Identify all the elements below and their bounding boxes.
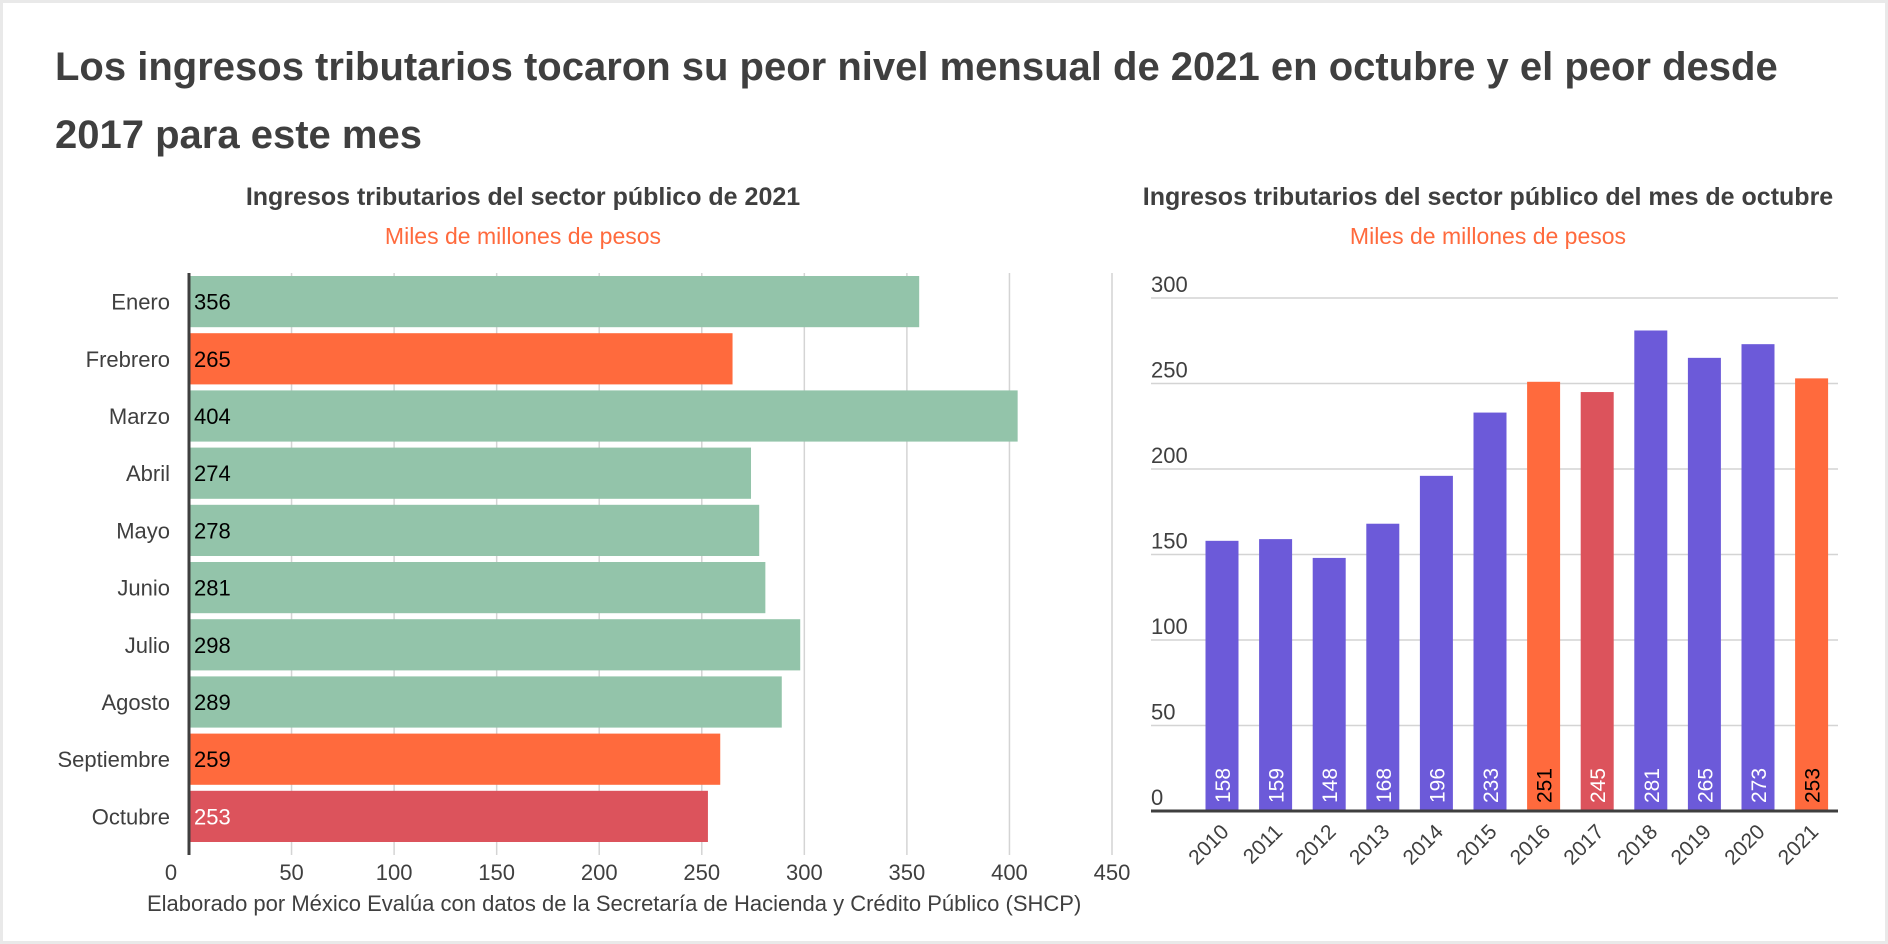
category-label: Julio	[125, 633, 170, 658]
category-label: Abril	[126, 461, 170, 486]
category-label: Octubre	[92, 804, 170, 829]
x-tick-label: 400	[991, 860, 1028, 885]
bar-value-label: 168	[1373, 768, 1396, 803]
x-tick-label: 250	[683, 860, 720, 885]
bar	[1580, 392, 1614, 811]
left-chart-subtitle: Miles de millones de pesos	[384, 223, 662, 249]
y-tick-label: 200	[1151, 443, 1188, 468]
y-tick-label: 100	[1151, 614, 1188, 639]
bar-value-label: 273	[1748, 768, 1771, 803]
bar-value-label: 159	[1266, 768, 1289, 803]
bar	[1419, 475, 1453, 811]
bar-value-label: 265	[194, 347, 231, 372]
bar	[1527, 381, 1561, 811]
bar-value-label: 259	[194, 747, 231, 772]
bar-value-label: 289	[194, 690, 231, 715]
x-tick-label: 2013	[1345, 820, 1394, 869]
x-tick-label: 2012	[1291, 820, 1340, 869]
bar-value-label: 281	[1641, 768, 1664, 803]
bar	[1634, 330, 1668, 811]
bar	[1205, 540, 1239, 811]
october-revenue-bar-chart: 0 50 100 150 200 250 300 158 2010 159 2011 148 2012 1…	[1151, 272, 1838, 870]
bar	[189, 790, 708, 842]
x-tick-label: 150	[478, 860, 515, 885]
category-label: Mayo	[116, 518, 170, 543]
bar-value-label: 404	[194, 404, 231, 429]
bar	[1687, 357, 1721, 811]
y-tick-label: 300	[1151, 272, 1188, 297]
bar	[189, 562, 766, 614]
category-label: Frebrero	[86, 347, 170, 372]
category-label: Junio	[117, 576, 170, 601]
x-tick-label: 2017	[1559, 820, 1608, 869]
bar	[189, 733, 721, 785]
bar	[189, 390, 1018, 442]
x-tick-label: 2020	[1720, 820, 1769, 869]
bar	[1366, 523, 1400, 811]
x-tick-label: 200	[581, 860, 618, 885]
category-label: Agosto	[102, 690, 171, 715]
x-tick-label: 2016	[1506, 820, 1555, 869]
bar	[189, 676, 782, 728]
bar	[1795, 378, 1829, 811]
y-tick-label: 0	[1151, 785, 1163, 810]
bar	[1741, 344, 1775, 811]
bar-value-label: 251	[1534, 768, 1557, 803]
x-tick-label: 2014	[1399, 820, 1449, 870]
x-tick-label: 2010	[1184, 820, 1233, 869]
x-tick-label: 50	[279, 860, 303, 885]
bar-value-label: 281	[194, 576, 231, 601]
y-tick-label: 150	[1151, 529, 1188, 554]
bar	[1259, 539, 1293, 811]
bar-value-label: 253	[1802, 768, 1825, 803]
bar-value-label: 253	[194, 804, 231, 829]
bar-value-label: 265	[1694, 768, 1717, 803]
x-tick-label: 2018	[1613, 820, 1662, 869]
y-tick-label: 250	[1151, 358, 1188, 383]
x-tick-label: 2019	[1667, 820, 1716, 869]
monthly-revenue-bar-chart: 0 50 100 150 200 250 300 350 400 450 356 Enero 265 Fr…	[57, 273, 1131, 885]
bar	[189, 504, 760, 556]
x-tick-label: 2021	[1774, 820, 1823, 869]
bar-value-label: 158	[1212, 768, 1235, 803]
bar	[1473, 412, 1507, 811]
x-tick-label: 300	[786, 860, 823, 885]
bar	[189, 276, 920, 328]
category-label: Septiembre	[57, 747, 170, 772]
bar	[1312, 557, 1346, 811]
right-chart-title: Ingresos tributarios del sector público …	[1142, 183, 1834, 211]
x-tick-label: 350	[889, 860, 926, 885]
bar-value-label: 148	[1319, 768, 1342, 803]
bar-value-label: 196	[1426, 768, 1449, 803]
bar-value-label: 245	[1587, 768, 1610, 803]
category-label: Enero	[111, 290, 170, 315]
bar-value-label: 274	[194, 461, 231, 486]
main-title: Los ingresos tributarios tocaron su peor…	[55, 45, 1778, 157]
x-tick-label: 100	[376, 860, 413, 885]
source-footnote: Elaborado por México Evalúa con datos de…	[147, 891, 1082, 916]
x-tick-label: 0	[165, 860, 177, 885]
bar	[189, 447, 752, 499]
bar-value-label: 233	[1480, 768, 1503, 803]
bar	[189, 333, 733, 385]
x-tick-label: 450	[1094, 860, 1131, 885]
left-chart-title: Ingresos tributarios del sector público …	[245, 183, 801, 211]
bar-value-label: 298	[194, 633, 231, 658]
bar	[189, 619, 801, 671]
x-tick-label: 2011	[1239, 820, 1287, 868]
category-label: Marzo	[109, 404, 170, 429]
x-tick-label: 2015	[1452, 820, 1501, 869]
right-chart-subtitle: Miles de millones de pesos	[1349, 223, 1627, 249]
bar-value-label: 278	[194, 518, 231, 543]
bar-value-label: 356	[194, 290, 231, 315]
y-tick-label: 50	[1151, 700, 1175, 725]
